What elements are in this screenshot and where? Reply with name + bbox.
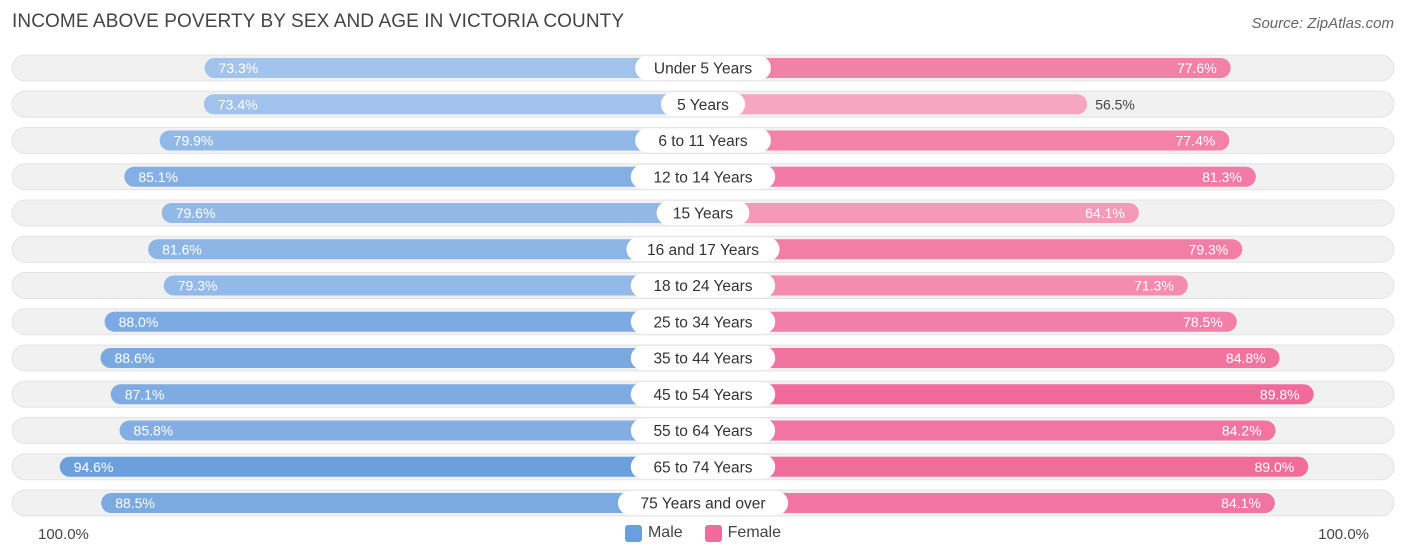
bar-male: [163, 275, 703, 296]
data-label-male: 94.6%: [74, 459, 114, 475]
legend-swatch-female: [704, 524, 722, 542]
category-pill: [630, 273, 776, 298]
data-label-female: 89.0%: [1254, 459, 1294, 475]
data-label-male: 73.4%: [218, 96, 258, 112]
bar-female: [703, 58, 1231, 78]
data-label-male: 79.6%: [176, 205, 216, 221]
category-pill: [630, 346, 776, 370]
bar-female: [703, 94, 1088, 115]
category-label: 5 Years: [677, 97, 729, 114]
bar-male: [104, 311, 704, 332]
bar-female: [703, 275, 1188, 296]
bar-female: [703, 493, 1275, 513]
legend-item-female[interactable]: Female: [704, 524, 782, 542]
category-label: Under 5 Years: [654, 61, 752, 78]
bar-male: [148, 239, 703, 260]
category-label: 15 Years: [673, 206, 734, 223]
bar-female: [703, 203, 1139, 223]
data-label-male: 79.9%: [174, 133, 214, 149]
data-label-male: 88.0%: [119, 314, 159, 330]
category-label: 25 to 34 Years: [653, 314, 752, 331]
bar-female: [703, 420, 1276, 441]
data-label-female: 84.8%: [1226, 350, 1266, 366]
bar-female: [703, 130, 1230, 151]
bar-male: [119, 420, 703, 441]
category-pill: [635, 56, 771, 80]
legend-label-male: Male: [647, 524, 683, 541]
category-pill: [630, 418, 776, 443]
bar-male: [159, 130, 703, 151]
legend: Male Female: [0, 524, 1406, 542]
category-pill: [630, 382, 776, 407]
category-pill: [630, 164, 776, 189]
data-label-female: 77.4%: [1176, 133, 1216, 149]
bar-female: [703, 348, 1280, 368]
category-label: 16 and 17 Years: [647, 242, 759, 259]
category-label: 6 to 11 Years: [658, 133, 748, 150]
axis-right-label: 100.0%: [1318, 526, 1369, 543]
source-label: Source: ZipAtlas.com: [1251, 15, 1394, 32]
category-label: 55 to 64 Years: [653, 423, 752, 440]
bar-male: [203, 94, 703, 115]
category-pill: [630, 309, 776, 334]
bar-male: [101, 493, 703, 513]
chart-title: INCOME ABOVE POVERTY BY SEX AND AGE IN V…: [12, 11, 625, 32]
category-pill: [617, 491, 789, 515]
bar-female: [703, 384, 1314, 405]
data-label-female: 78.5%: [1183, 314, 1223, 330]
bar-male: [110, 384, 704, 405]
category-pill: [635, 128, 771, 153]
data-label-male: 79.3%: [178, 278, 218, 294]
data-label-male: 81.6%: [162, 241, 202, 257]
data-label-female: 84.1%: [1221, 495, 1261, 511]
bar-male: [124, 166, 703, 187]
legend-item-male[interactable]: Male: [624, 524, 683, 542]
category-label: 75 Years and over: [641, 496, 766, 513]
category-label: 45 to 54 Years: [653, 387, 752, 404]
data-label-male: 73.3%: [219, 60, 259, 76]
legend-swatch-male: [624, 524, 642, 542]
data-label-male: 85.8%: [134, 423, 174, 439]
data-label-female: 56.5%: [1095, 96, 1135, 112]
data-label-female: 64.1%: [1085, 205, 1125, 221]
bar-male: [161, 203, 704, 223]
bar-male: [204, 58, 703, 78]
category-label: 65 to 74 Years: [653, 459, 752, 476]
axis-left-label: 100.0%: [38, 526, 89, 543]
data-label-female: 79.3%: [1189, 241, 1229, 257]
data-label-male: 88.6%: [115, 350, 155, 366]
data-label-female: 89.8%: [1260, 386, 1300, 402]
bar-female: [703, 456, 1309, 477]
data-label-female: 81.3%: [1202, 169, 1242, 185]
data-label-male: 87.1%: [125, 386, 165, 402]
bar-female: [703, 239, 1243, 260]
data-label-male: 88.5%: [115, 495, 155, 511]
category-label: 18 to 24 Years: [653, 278, 752, 295]
category-label: 12 to 14 Years: [653, 169, 752, 186]
data-label-female: 84.2%: [1222, 423, 1262, 439]
bar-female: [703, 311, 1237, 332]
bar-male: [59, 456, 704, 477]
category-pill: [656, 201, 750, 225]
bar-female: [703, 166, 1256, 187]
category-pill: [626, 237, 780, 262]
category-pill: [660, 92, 746, 117]
category-pill: [630, 454, 776, 479]
bar-male: [100, 348, 703, 368]
legend-label-female: Female: [727, 524, 782, 541]
data-label-female: 71.3%: [1134, 278, 1174, 294]
data-label-female: 77.6%: [1177, 60, 1217, 76]
category-label: 35 to 44 Years: [653, 351, 752, 368]
data-label-male: 85.1%: [138, 169, 178, 185]
